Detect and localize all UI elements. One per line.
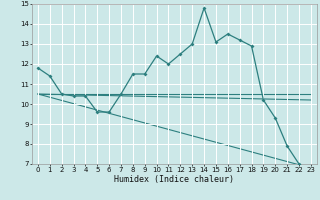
X-axis label: Humidex (Indice chaleur): Humidex (Indice chaleur): [115, 175, 234, 184]
